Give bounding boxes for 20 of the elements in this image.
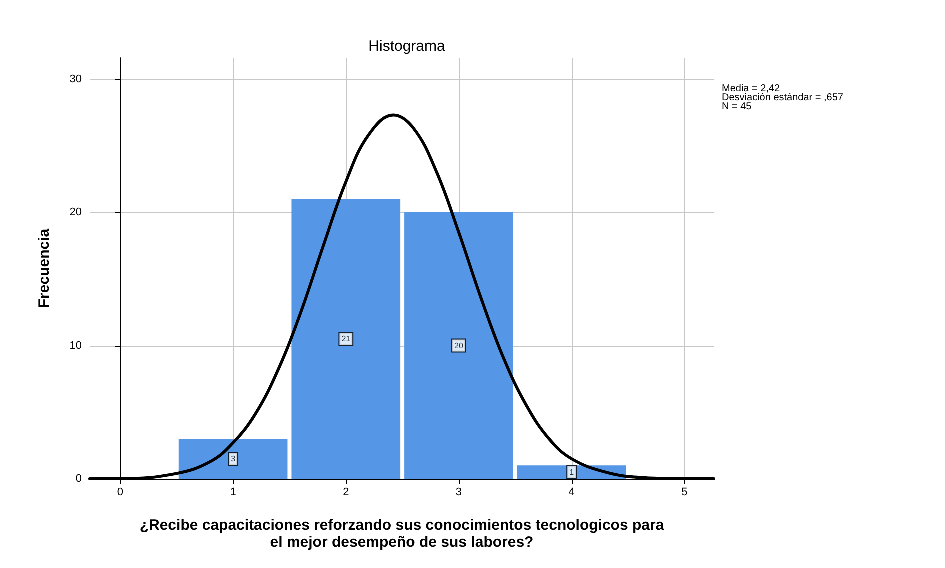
data-label: 1: [570, 468, 575, 477]
y-tick-label: 0: [76, 473, 82, 485]
data-label: 21: [342, 334, 352, 344]
y-tick-label: 30: [70, 73, 82, 86]
x-tick-label: 3: [456, 486, 462, 498]
text: Desviación estándar = ,657: [722, 92, 844, 104]
x-tick-label: 0: [117, 486, 124, 498]
text: N = 45: [722, 102, 752, 112]
data-label: 20: [454, 341, 464, 350]
chart-title: Histograma: [368, 38, 446, 55]
text: Media = 2,42: [722, 84, 781, 94]
data-label: 3: [231, 454, 236, 464]
x-tick-label: 1: [230, 486, 236, 498]
y-tick-label: 20: [70, 206, 82, 219]
x-tick-label: 2: [343, 486, 350, 498]
x-tick-label: 4: [568, 486, 575, 498]
x-tick-label: 5: [682, 486, 688, 498]
y-tick-label: 10: [70, 340, 82, 352]
y-axis-title: Frecuencia: [36, 228, 53, 308]
x-axis-title: ¿Recibe capacitaciones reforzando sus conocimientos tecnologicos para el mejor desempeño de sus labores?: [140, 517, 665, 551]
